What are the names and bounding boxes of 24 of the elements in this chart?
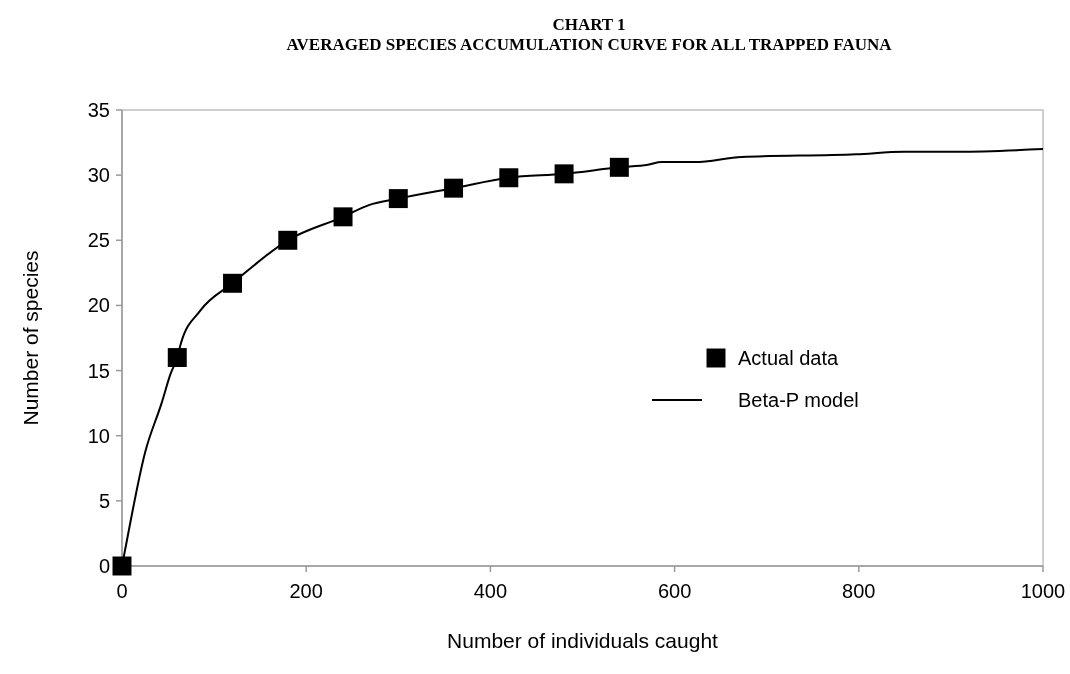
y-tick-label: 35 — [87, 99, 110, 121]
legend-label: Actual data — [738, 347, 839, 369]
point — [499, 168, 519, 188]
y-tick-label: 15 — [87, 359, 110, 382]
point — [444, 178, 464, 198]
x-tick-label: 400 — [473, 580, 508, 602]
chart-title: CHART 1 — [552, 15, 626, 34]
x-tick-label: 1000 — [1020, 580, 1066, 602]
y-axis-title: Number of species — [19, 250, 42, 426]
y-tick-label: 0 — [98, 555, 110, 577]
y-tick-label: 25 — [87, 229, 110, 252]
x-tick-label: 200 — [289, 580, 323, 602]
point — [554, 164, 574, 184]
x-tick-label: 600 — [657, 580, 692, 602]
x-tick-label: 800 — [842, 580, 876, 602]
x-tick-label: 0 — [116, 580, 128, 602]
chart-subtitle: AVERAGED SPECIES ACCUMULATION CURVE FOR ALL TRAPPED FAUNA — [286, 35, 893, 54]
y-tick-label: 30 — [87, 164, 110, 187]
y-tick-label: 5 — [98, 489, 110, 512]
point — [609, 157, 629, 177]
legend-label: Beta-P model — [738, 389, 859, 411]
x-axis-title: Number of individuals caught — [447, 629, 719, 652]
y-tick-label: 10 — [87, 424, 110, 447]
y-tick-label: 20 — [87, 294, 110, 317]
